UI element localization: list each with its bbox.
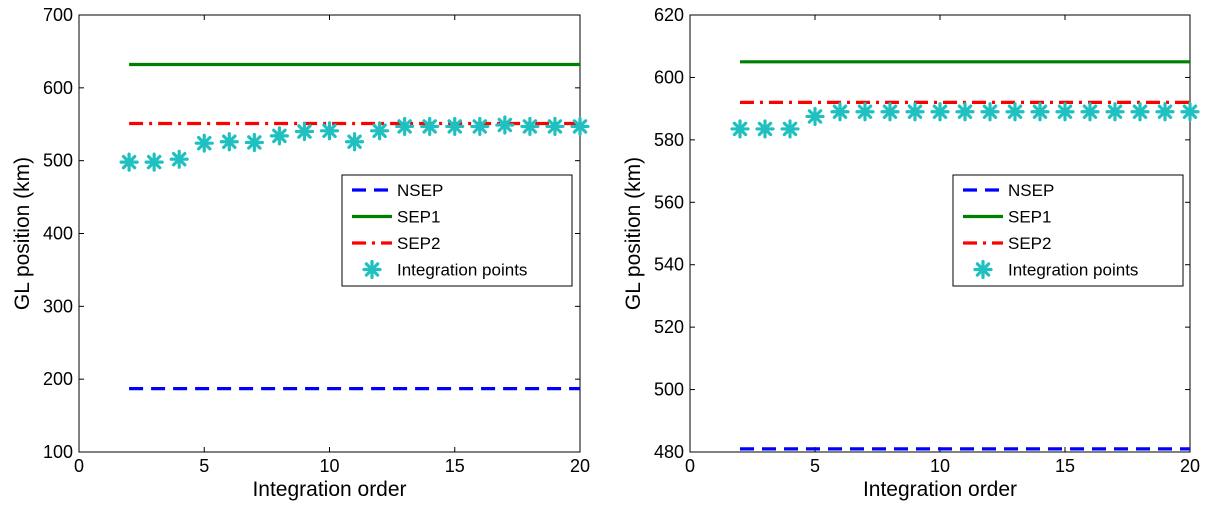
y-tick-label: 300 <box>43 296 73 316</box>
integration-point <box>1180 102 1200 122</box>
legend-marker <box>973 259 993 280</box>
y-axis-label: GL position (km) <box>622 157 645 310</box>
integration-point <box>805 106 825 127</box>
x-tick-label: 5 <box>810 456 820 476</box>
x-tick-label: 0 <box>74 456 84 476</box>
x-tick-label: 10 <box>930 456 950 476</box>
x-tick-label: 20 <box>1180 456 1200 476</box>
y-tick-label: 200 <box>43 369 73 389</box>
y-tick-label: 620 <box>654 5 684 25</box>
legend-entry: SEP2 <box>352 234 440 253</box>
y-tick-label: 600 <box>654 67 684 87</box>
integration-point <box>1130 102 1150 122</box>
integration-point <box>144 152 164 172</box>
x-axis-label: Integration order <box>863 478 1017 501</box>
series-integration-points <box>119 115 590 172</box>
y-tick-label: 400 <box>43 224 73 244</box>
integration-point <box>570 116 590 137</box>
integration-point <box>395 116 415 137</box>
legend-label: NSEP <box>397 181 443 200</box>
y-tick-label: 560 <box>654 192 684 212</box>
y-tick-label: 700 <box>43 5 73 25</box>
integration-point <box>780 119 800 139</box>
integration-point <box>445 116 465 137</box>
integration-point <box>269 126 289 146</box>
integration-point <box>755 119 775 139</box>
legend-entry: Integration points <box>973 259 1138 280</box>
integration-point <box>1030 102 1050 122</box>
y-tick-label: 600 <box>43 78 73 98</box>
legend: NSEP SEP1 SEP2 Integration points <box>952 174 1184 287</box>
y-tick-label: 480 <box>654 442 684 462</box>
x-tick-label: 10 <box>319 456 339 476</box>
integration-point <box>219 132 239 152</box>
x-tick-label: 15 <box>445 456 465 476</box>
integration-point <box>930 102 950 122</box>
legend-label: Integration points <box>397 261 527 280</box>
integration-point <box>905 102 925 122</box>
legend-entry: SEP2 <box>963 234 1051 253</box>
y-axis-label: GL position (km) <box>11 157 34 310</box>
integration-point <box>830 102 850 122</box>
legend-label: NSEP <box>1008 181 1054 200</box>
x-tick-label: 20 <box>570 456 590 476</box>
integration-point <box>370 121 390 141</box>
integration-point <box>520 116 540 137</box>
integration-point <box>980 102 1000 122</box>
integration-point <box>1080 102 1100 122</box>
integration-point <box>1105 102 1125 122</box>
integration-point <box>730 119 750 139</box>
y-tick-label: 500 <box>654 380 684 400</box>
y-tick-label: 100 <box>43 442 73 462</box>
integration-point <box>244 132 264 153</box>
legend-entry: NSEP <box>352 181 443 200</box>
integration-point <box>545 116 565 137</box>
legend-label: SEP2 <box>397 234 440 253</box>
legend-marker <box>362 259 382 280</box>
legend: NSEP SEP1 SEP2 Integration points <box>341 174 573 287</box>
integration-point <box>495 115 515 135</box>
legend-entry: NSEP <box>963 181 1054 200</box>
legend-label: SEP1 <box>1008 208 1051 227</box>
legend-label: Integration points <box>1008 261 1138 280</box>
legend-entry: SEP1 <box>963 208 1051 227</box>
integration-point <box>169 149 189 169</box>
integration-point <box>1005 102 1025 122</box>
integration-point <box>1155 102 1175 122</box>
x-tick-label: 15 <box>1055 456 1075 476</box>
integration-point <box>470 116 490 137</box>
integration-point <box>294 121 315 142</box>
integration-point <box>880 102 900 122</box>
x-axis-label: Integration order <box>252 478 406 501</box>
x-tick-label: 0 <box>685 456 695 476</box>
y-tick-label: 520 <box>654 317 684 337</box>
x-tick-label: 5 <box>199 456 209 476</box>
integration-point <box>1055 102 1075 122</box>
integration-point <box>344 132 365 152</box>
legend-entry: Integration points <box>362 259 527 280</box>
integration-point <box>194 133 214 153</box>
integration-point <box>420 116 440 137</box>
legend-label: SEP2 <box>1008 234 1051 253</box>
y-tick-label: 580 <box>654 130 684 150</box>
integration-point <box>955 102 975 122</box>
integration-point <box>855 102 875 122</box>
y-tick-label: 540 <box>654 255 684 275</box>
legend-box <box>952 174 1184 287</box>
y-tick-label: 500 <box>43 151 73 171</box>
chart-1: 0 5 10 15 20 100 200 300 400 500 600 700 Integration… <box>11 5 590 501</box>
chart-2: 0 5 10 15 20 480 500 520 540 560 580 600 620 Integrat… <box>622 5 1200 501</box>
legend-entry: SEP1 <box>352 208 440 227</box>
legend-box <box>341 174 573 287</box>
legend-label: SEP1 <box>397 208 440 227</box>
integration-point <box>319 121 340 141</box>
series-integration-points <box>730 102 1200 139</box>
integration-point <box>119 152 139 172</box>
